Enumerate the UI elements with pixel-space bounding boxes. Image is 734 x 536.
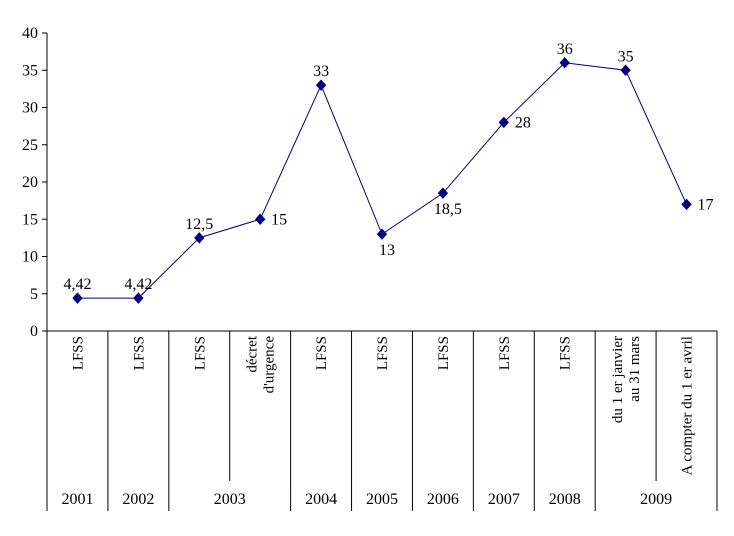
data-point-label: 4,42 [124, 276, 152, 293]
y-axis-tick-label: 5 [30, 286, 38, 303]
category-label: LFSS [497, 336, 513, 370]
category-label: LFSS [70, 336, 86, 370]
year-label: 2009 [640, 491, 672, 508]
category-label: LFSS [436, 336, 452, 370]
category-label: LFSS [558, 336, 574, 370]
category-label: d'urgence [262, 336, 278, 394]
year-label: 2004 [305, 491, 337, 508]
year-label: 2007 [488, 491, 520, 508]
category-label: du 1 er janvier [610, 336, 626, 423]
data-point-marker [194, 232, 205, 244]
data-point-label: 36 [557, 41, 573, 58]
y-axis-tick-label: 10 [22, 249, 38, 266]
data-point-marker [559, 57, 570, 69]
data-point-marker [72, 292, 83, 304]
data-point-label: 17 [698, 196, 714, 213]
y-axis-tick-label: 25 [22, 137, 38, 154]
data-point-label: 13 [379, 242, 395, 259]
category-label: LFSS [375, 336, 391, 370]
y-axis-tick-label: 15 [22, 211, 38, 228]
y-axis-tick-label: 35 [22, 62, 38, 79]
year-label: 2002 [122, 491, 154, 508]
data-point-marker [498, 116, 509, 129]
data-point-marker [681, 198, 692, 211]
data-point-marker [315, 79, 327, 91]
data-point-label: 15 [271, 211, 287, 228]
data-point-marker [376, 228, 388, 240]
data-point-marker [437, 187, 449, 199]
y-axis-tick-label: 40 [22, 25, 38, 42]
y-axis-tick-label: 20 [22, 174, 38, 191]
y-axis-tick-label: 30 [22, 100, 38, 117]
data-point-label: 4,42 [63, 276, 91, 293]
category-label: au 31 mars [627, 336, 643, 402]
year-label: 2008 [549, 491, 581, 508]
category-label: LFSS [131, 336, 147, 370]
data-point-label: 28 [515, 114, 531, 131]
y-axis-tick-label: 0 [30, 323, 38, 340]
category-label: décret [245, 335, 261, 372]
data-point-marker [255, 213, 266, 225]
data-point-marker [620, 64, 631, 76]
category-label: A compter du 1 er avril [680, 336, 696, 476]
data-point-marker [133, 292, 144, 304]
line-series [77, 62, 688, 299]
category-label: LFSS [314, 336, 330, 370]
year-label: 2006 [427, 491, 459, 508]
data-point-label: 18,5 [434, 201, 462, 218]
data-point-label: 33 [313, 63, 329, 80]
data-point-label: 35 [618, 48, 634, 65]
category-label: LFSS [192, 336, 208, 370]
year-label: 2003 [214, 491, 246, 508]
data-point-label: 12,5 [185, 216, 213, 233]
year-label: 2005 [366, 491, 398, 508]
year-label: 2001 [61, 491, 93, 508]
